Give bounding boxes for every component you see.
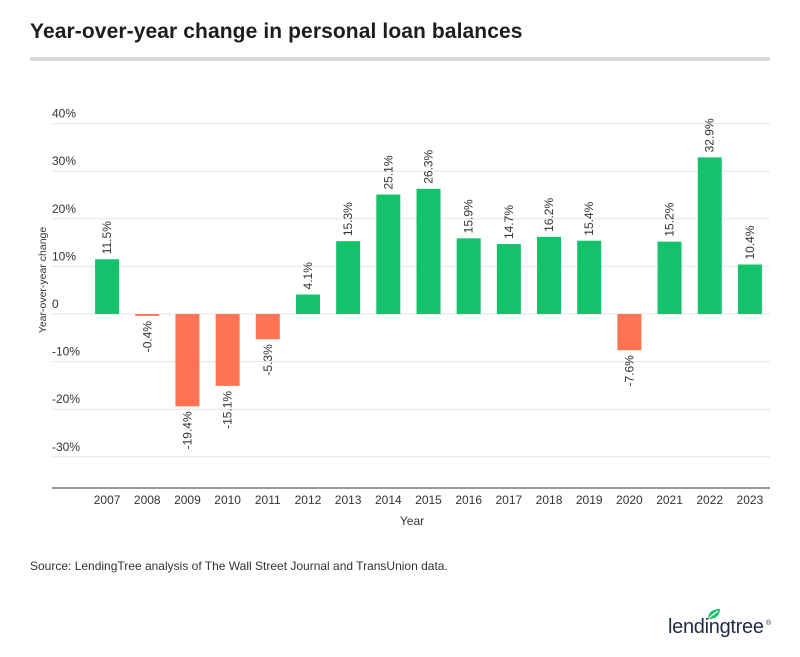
data-label: -5.3% (261, 344, 275, 376)
x-tick-label: 2007 (94, 493, 121, 507)
bar-2018 (537, 236, 562, 314)
bar-2021 (657, 241, 682, 314)
y-tick-label: 20% (52, 202, 76, 216)
data-label: -15.1% (221, 391, 235, 429)
y-tick-label: 10% (52, 249, 76, 263)
bars (95, 157, 762, 407)
bar-2014 (376, 194, 401, 314)
grid-layer (52, 123, 770, 489)
x-tick-label: 2012 (295, 493, 322, 507)
data-label: 15.3% (341, 202, 355, 236)
x-tick-label: 2014 (375, 493, 402, 507)
title-divider (30, 57, 770, 61)
x-tick-label: 2018 (536, 493, 563, 507)
x-tick-label: 2013 (335, 493, 362, 507)
leaf-icon (708, 609, 720, 619)
x-tick-labels: 2007 2008 2009 2010 2011 2012 2013 2014 2015 2016… (94, 493, 764, 507)
bar-2022 (697, 157, 722, 314)
data-labels: 11.5% -0.4% -19.4% -15.1% -5.3% 4.1% 15.3% 25.1… (100, 118, 757, 449)
data-label: -19.4% (180, 411, 194, 449)
lendingtree-logo[interactable]: lendingtree ® (668, 608, 772, 644)
data-label: 15.4% (582, 201, 596, 235)
data-label: 11.5% (100, 221, 114, 254)
data-label: 4.1% (301, 262, 315, 290)
data-label: -0.4% (140, 321, 154, 353)
x-tick-label: 2019 (576, 493, 603, 507)
data-label: 10.4% (743, 225, 757, 259)
data-label: 14.7% (502, 205, 516, 239)
y-tick-label: 40% (52, 107, 76, 121)
y-tick-labels: 40% 30% 20% 10% 0 -10% -20% -30% (52, 107, 80, 454)
bar-2015 (416, 188, 441, 314)
data-label: 15.2% (663, 202, 677, 236)
data-label: 15.9% (462, 199, 476, 233)
y-tick-label: -10% (52, 345, 80, 359)
chart-title: Year-over-year change in personal loan b… (30, 20, 523, 43)
y-tick-label: -20% (52, 392, 80, 406)
bar-2007 (95, 259, 120, 314)
bar-2020 (617, 314, 642, 351)
bar-2019 (577, 240, 602, 314)
x-tick-label: 2020 (616, 493, 643, 507)
bar-chart: 40% 30% 20% 10% 0 -10% -20% -30% 11.5% -0.4% -19.… (37, 107, 770, 528)
x-tick-label: 2011 (255, 493, 281, 507)
bar-2013 (336, 241, 361, 314)
y-tick-label: 30% (52, 154, 76, 168)
x-tick-label: 2015 (415, 493, 442, 507)
bar-2010 (215, 314, 240, 386)
data-label: 25.1% (381, 155, 395, 189)
logo-text: lendingtree (668, 616, 764, 638)
bar-2016 (456, 238, 481, 314)
x-tick-label: 2022 (696, 493, 723, 507)
registered-mark: ® (766, 620, 772, 627)
bar-2017 (496, 244, 521, 314)
x-tick-label: 2008 (134, 493, 161, 507)
data-label: -7.6% (622, 355, 636, 387)
bar-2023 (737, 264, 762, 314)
y-tick-label: 0 (52, 297, 59, 311)
x-tick-label: 2023 (737, 493, 764, 507)
data-label: 32.9% (703, 118, 717, 152)
y-tick-label: -30% (52, 440, 80, 454)
data-label: 16.2% (542, 198, 556, 232)
source-note: Source: LendingTree analysis of The Wall… (30, 559, 448, 573)
bar-2009 (175, 314, 200, 407)
x-tick-label: 2016 (455, 493, 482, 507)
y-axis-label: Year-over-year change (37, 227, 49, 334)
bar-2008 (135, 314, 160, 316)
x-tick-label: 2009 (174, 493, 201, 507)
x-tick-label: 2010 (214, 493, 241, 507)
x-tick-label: 2017 (496, 493, 523, 507)
bar-2011 (255, 314, 280, 340)
bar-2012 (295, 294, 320, 314)
data-label: 26.3% (422, 149, 436, 183)
x-axis-label: Year (400, 514, 424, 528)
x-tick-label: 2021 (656, 493, 683, 507)
